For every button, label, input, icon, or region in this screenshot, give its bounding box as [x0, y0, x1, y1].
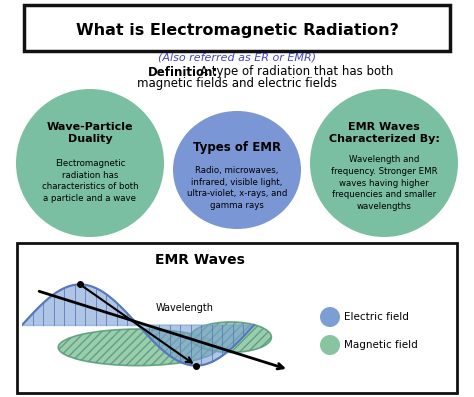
Text: Electric field: Electric field: [344, 312, 409, 322]
Circle shape: [320, 307, 340, 327]
Text: magnetic fields and electric fields: magnetic fields and electric fields: [137, 77, 337, 91]
Text: Types of EMR: Types of EMR: [193, 141, 281, 154]
Text: (Also referred as ER or EMR): (Also referred as ER or EMR): [158, 53, 316, 63]
Ellipse shape: [58, 329, 218, 366]
FancyBboxPatch shape: [17, 243, 457, 393]
Text: Wavelength: Wavelength: [155, 303, 213, 313]
Text: Wavelength and
frequency. Stronger EMR
waves having higher
frequencies and small: Wavelength and frequency. Stronger EMR w…: [331, 155, 438, 211]
Text: Definition:: Definition:: [148, 66, 218, 79]
Ellipse shape: [310, 89, 458, 237]
Ellipse shape: [173, 111, 301, 229]
Text: Magnetic field: Magnetic field: [344, 340, 418, 350]
Text: Wave-Particle
Duality: Wave-Particle Duality: [47, 122, 133, 144]
Text: What is Electromagnetic Radiation?: What is Electromagnetic Radiation?: [75, 23, 399, 37]
Text: Radio, microwaves,
infrared, visible light,
ultra-violet, x-rays, and
gamma rays: Radio, microwaves, infrared, visible lig…: [187, 166, 287, 210]
Circle shape: [320, 335, 340, 355]
Text: A type of radiation that has both: A type of radiation that has both: [200, 66, 393, 79]
Ellipse shape: [16, 89, 164, 237]
Text: EMR Waves
Characterized By:: EMR Waves Characterized By:: [328, 122, 439, 144]
Text: Electromagnetic
radiation has
characteristics of both
a particle and a wave: Electromagnetic radiation has characteri…: [42, 159, 138, 203]
Ellipse shape: [190, 322, 272, 353]
FancyBboxPatch shape: [24, 5, 450, 51]
Text: EMR Waves: EMR Waves: [155, 253, 245, 267]
